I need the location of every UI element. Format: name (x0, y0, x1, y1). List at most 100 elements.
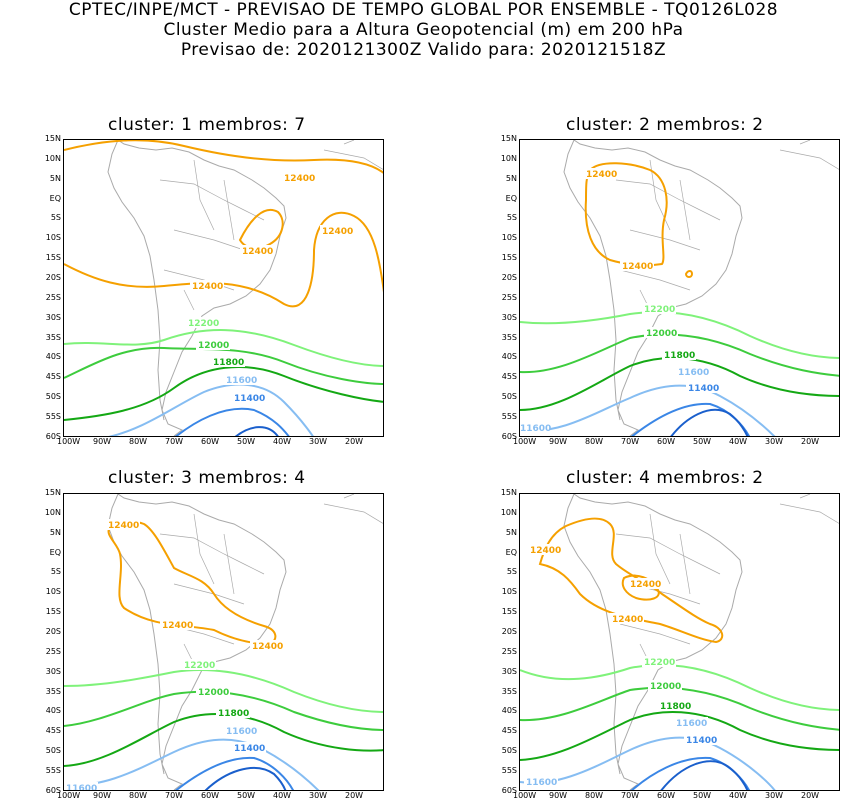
lat-tick-label: 15S (501, 253, 517, 263)
lat-tick-label: 35S (45, 686, 61, 696)
lat-tick-label: 20S (501, 272, 517, 282)
label-12400-b: 12400 (622, 262, 653, 272)
lat-tick-label: 30S (501, 312, 517, 322)
label-12400-b: 12400 (630, 580, 661, 590)
lat-tick-label: 55S (501, 765, 517, 775)
lat-tick-label: 45S (501, 726, 517, 736)
lat-tick-label: 10N (500, 507, 517, 517)
lat-tick-label: 10S (501, 233, 517, 243)
lon-tick-label: 30W (309, 791, 328, 800)
contour-12400-south (64, 211, 383, 308)
label-11600: 11600 (226, 376, 257, 386)
label-12400-d: 12400 (192, 282, 223, 292)
main-title-line1: CPTEC/INPE/MCT - PREVISAO DE TEMPO GLOBA… (68, 0, 779, 20)
contour-11800 (64, 365, 383, 421)
lat-tick-label: 20S (501, 626, 517, 636)
lon-tick-label: 20W (345, 791, 364, 800)
lon-tick-label: 70W (621, 791, 640, 800)
label-12400-b: 12400 (322, 227, 353, 237)
lat-tick-label: 25S (501, 646, 517, 656)
label-11800: 11800 (664, 351, 695, 361)
lon-tick-label: 80W (585, 791, 604, 800)
lat-tick-label: 60S (501, 431, 517, 441)
lat-tick-label: 50S (501, 392, 517, 402)
lat-tick-label: 40S (501, 352, 517, 362)
map-panel-4: 12400 12400 12400 12200 12000 11800 1160… (519, 493, 840, 791)
lon-tick-label: 100W (513, 437, 537, 446)
map-panel-1: 12400 12400 12400 12400 12200 12000 1180… (63, 139, 384, 437)
panel-1-title: cluster: 1 membros: 7 (108, 115, 306, 135)
lon-tick-label: 30W (765, 437, 784, 446)
label-12000: 12000 (198, 688, 229, 698)
lat-tick-label: 30S (501, 666, 517, 676)
lat-tick-label: 10N (500, 153, 517, 163)
lon-tick-label: 70W (165, 437, 184, 446)
label-11800: 11800 (213, 358, 244, 368)
lon-tick-label: 40W (273, 791, 292, 800)
lon-tick-label: 90W (549, 437, 568, 446)
lon-tick-label: 20W (345, 437, 364, 446)
label-11600-edge: 11600 (66, 784, 97, 791)
label-12400-c: 12400 (252, 642, 283, 652)
lat-tick-label: 40S (45, 352, 61, 362)
lat-tick-label: 20S (45, 626, 61, 636)
lon-tick-label: 40W (273, 437, 292, 446)
lat-tick-label: 5S (506, 567, 517, 577)
lat-tick-label: 5S (506, 213, 517, 223)
lat-tick-label: 20S (45, 272, 61, 282)
lat-tick-label: 35S (501, 686, 517, 696)
lat-tick-label: 55S (45, 411, 61, 421)
lon-tick-label: 60W (657, 791, 676, 800)
lat-tick-label: 15N (500, 488, 517, 497)
main-title-line3: Previsao de: 2020121300Z Valido para: 20… (180, 40, 667, 60)
lat-tick-label: 30S (45, 312, 61, 322)
lon-tick-label: 90W (549, 791, 568, 800)
lat-tick-label: 55S (45, 765, 61, 775)
label-12000: 12000 (646, 329, 677, 339)
lon-tick-label: 100W (57, 791, 81, 800)
contour-11200 (234, 426, 279, 436)
lat-tick-label: 15N (500, 134, 517, 143)
label-12400-a: 12400 (530, 546, 561, 556)
label-12000: 12000 (198, 341, 229, 351)
lat-tick-label: 15N (44, 134, 61, 143)
lon-tick-label: 60W (657, 437, 676, 446)
label-11400: 11400 (234, 744, 265, 754)
contour-12400-loop (238, 209, 284, 250)
lat-tick-label: 5N (49, 173, 61, 183)
label-11600: 11600 (226, 727, 257, 737)
lon-tick-label: 40W (729, 791, 748, 800)
lat-tick-label: 40S (501, 706, 517, 716)
map-panel-2: 12400 12400 12200 12000 11800 11600 1140… (519, 139, 840, 437)
label-12200: 12200 (644, 305, 675, 315)
label-12400-c: 12400 (612, 615, 643, 625)
lon-tick-label: 30W (309, 437, 328, 446)
label-11400: 11400 (686, 736, 717, 746)
panel-2-title: cluster: 2 membros: 2 (566, 115, 764, 135)
lat-tick-label: 60S (45, 431, 61, 441)
lon-tick-label: 40W (729, 437, 748, 446)
label-11600: 11600 (678, 368, 709, 378)
lat-tick-label: EQ (505, 193, 517, 203)
lat-tick-label: 5N (49, 527, 61, 537)
lon-tick-label: 80W (129, 791, 148, 800)
contour-12200 (64, 329, 383, 367)
label-11600: 11600 (676, 719, 707, 729)
label-11400: 11400 (688, 384, 719, 394)
lat-tick-label: 5N (505, 527, 517, 537)
lat-tick-label: 25S (45, 292, 61, 302)
lat-tick-label: 30S (45, 666, 61, 676)
lat-tick-label: 45S (45, 372, 61, 382)
label-12200: 12200 (184, 661, 215, 671)
lat-tick-label: 35S (45, 332, 61, 342)
lat-tick-label: 25S (501, 292, 517, 302)
lon-tick-label: 80W (129, 437, 148, 446)
label-12400-a: 12400 (108, 521, 139, 531)
label-11600-edge: 11600 (520, 424, 551, 434)
lon-tick-label: 30W (765, 791, 784, 800)
lat-tick-label: 45S (501, 372, 517, 382)
label-12400-b: 12400 (162, 621, 193, 631)
lat-tick-label: 60S (45, 785, 61, 795)
label-12400-c: 12400 (242, 247, 273, 257)
lon-tick-label: 70W (621, 437, 640, 446)
